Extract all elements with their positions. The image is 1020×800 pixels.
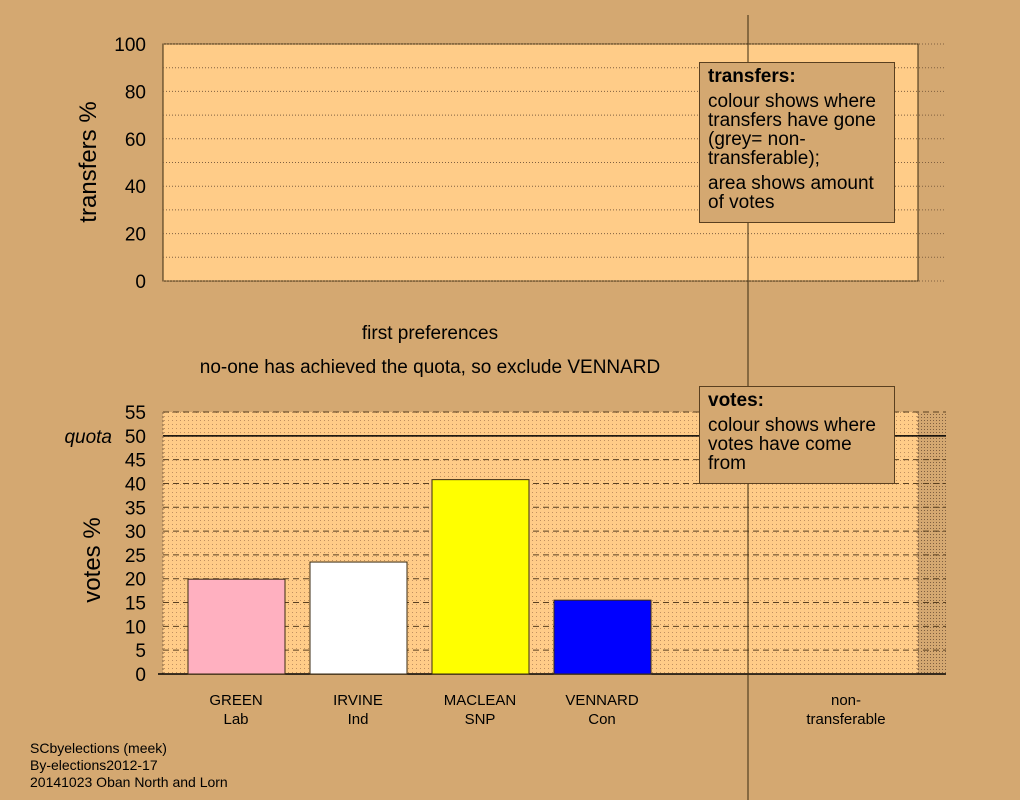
- legend-votes: votes: colour shows where votes have com…: [699, 386, 895, 484]
- legend-transfers-title: transfers:: [708, 66, 796, 87]
- y-tick-label: 10: [125, 617, 146, 638]
- y-tick-label: 80: [125, 82, 146, 103]
- x-tick-label: GREEN: [209, 692, 262, 709]
- x-tick-sublabel: SNP: [465, 711, 496, 728]
- footer: SCbyelections (meek) By-elections2012-17…: [30, 740, 228, 791]
- bar-irvine: [309, 561, 408, 675]
- y-tick-label: 40: [125, 177, 146, 198]
- x-tick-label: non-: [831, 692, 861, 709]
- y-tick-label: 50: [125, 427, 146, 448]
- x-tick-label: IRVINE: [333, 692, 383, 709]
- footer-line: By-elections2012-17: [30, 757, 158, 773]
- y-tick-label: 35: [125, 498, 146, 519]
- y-tick-label: 20: [125, 225, 146, 246]
- bar-green: [187, 578, 286, 675]
- y-tick-label: 60: [125, 130, 146, 151]
- nontransferable-area: [918, 412, 946, 674]
- stage-title: first preferences: [362, 323, 498, 344]
- y-tick-label: 30: [125, 522, 146, 543]
- y-tick-label: 45: [125, 451, 146, 472]
- y-tick-label: 25: [125, 546, 146, 567]
- legend-transfers: transfers: colour shows where transfers …: [699, 62, 895, 223]
- y-tick-label: 5: [135, 641, 146, 662]
- y-axis-label: transfers %: [75, 101, 102, 222]
- y-tick-label: 40: [125, 474, 146, 495]
- quota-label: quota: [64, 427, 112, 448]
- legend-votes-line1: colour shows where votes have come from: [708, 415, 876, 474]
- y-tick-label: 15: [125, 594, 146, 615]
- legend-transfers-line2: area shows amount of votes: [708, 173, 874, 213]
- legend-votes-title: votes:: [708, 390, 764, 411]
- x-tick-label: VENNARD: [565, 692, 639, 709]
- bar-maclean: [431, 479, 530, 675]
- bar-vennard: [553, 599, 652, 675]
- footer-line: SCbyelections (meek): [30, 740, 167, 756]
- y-tick-label: 0: [135, 272, 146, 293]
- x-tick-sublabel: transferable: [806, 711, 885, 728]
- x-tick-sublabel: Lab: [223, 711, 248, 728]
- y-tick-label: 20: [125, 570, 146, 591]
- footer-line: 20141023 Oban North and Lorn: [30, 774, 228, 790]
- legend-transfers-line1: colour shows where transfers have gone (…: [708, 91, 876, 169]
- stage-note: no-one has achieved the quota, so exclud…: [200, 357, 661, 378]
- x-tick-sublabel: Con: [588, 711, 616, 728]
- x-tick-label: MACLEAN: [444, 692, 517, 709]
- y-axis-label: votes %: [79, 517, 106, 602]
- x-tick-sublabel: Ind: [348, 711, 369, 728]
- y-tick-label: 55: [125, 403, 146, 424]
- y-tick-label: 100: [114, 35, 146, 56]
- y-tick-label: 0: [135, 665, 146, 686]
